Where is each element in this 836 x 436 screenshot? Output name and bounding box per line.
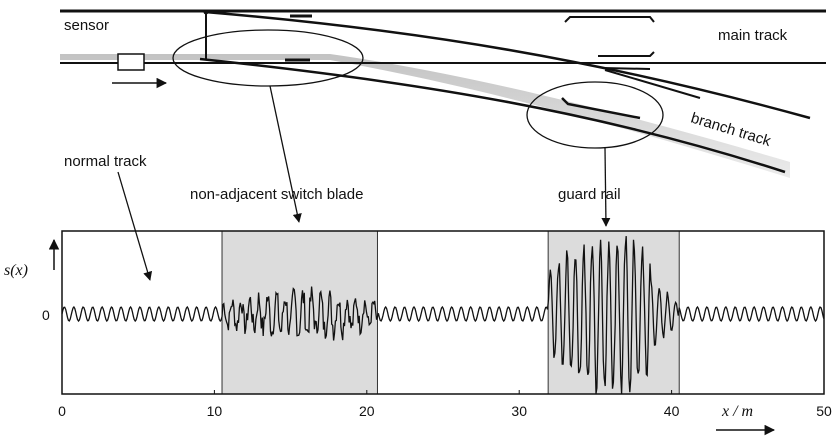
x-tick-label: 40 [664, 403, 680, 419]
main-track-label: main track [718, 27, 788, 44]
sensor-box [117, 53, 145, 71]
branch-inner-rail [199, 57, 786, 174]
x-axis-label: x / m [721, 403, 753, 420]
guard-rail-leader [601, 147, 611, 227]
x-tick-label: 0 [58, 403, 66, 419]
x-tick-label: 50 [816, 403, 832, 419]
x-tick-label: 10 [207, 403, 223, 419]
branch-outer-rail [204, 10, 811, 120]
ballast-band [60, 54, 790, 178]
y-tick-zero: 0 [42, 307, 50, 323]
switch-blade-label: non-adjacent switch blade [190, 186, 363, 203]
guard-rail-label: guard rail [558, 186, 621, 203]
guard-rail-ellipse [526, 81, 664, 149]
frog-lines [602, 67, 701, 99]
track-schematic: sensor main track branch track normal tr… [60, 9, 826, 281]
signal-trace [61, 236, 825, 394]
normal-track-label: normal track [64, 153, 147, 170]
signal-plot: s(x) 0 0 10 20 30 40 50 x / m [4, 230, 832, 436]
check-rail-upper [564, 16, 655, 23]
check-rail-lower [598, 51, 655, 57]
switch-blade-leader [269, 85, 302, 223]
x-ticks: 0 10 20 30 40 50 [58, 390, 832, 419]
x-tick-label: 30 [511, 403, 527, 419]
switch-rod-cap [203, 9, 209, 15]
sensor-label: sensor [64, 17, 109, 34]
y-axis-label: s(x) [4, 262, 28, 279]
switch-blade-ellipse [172, 29, 364, 87]
x-tick-label: 20 [359, 403, 375, 419]
normal-track-leader [117, 171, 153, 281]
highlight-region-1 [221, 230, 378, 395]
guard-rail-bar [561, 97, 641, 120]
